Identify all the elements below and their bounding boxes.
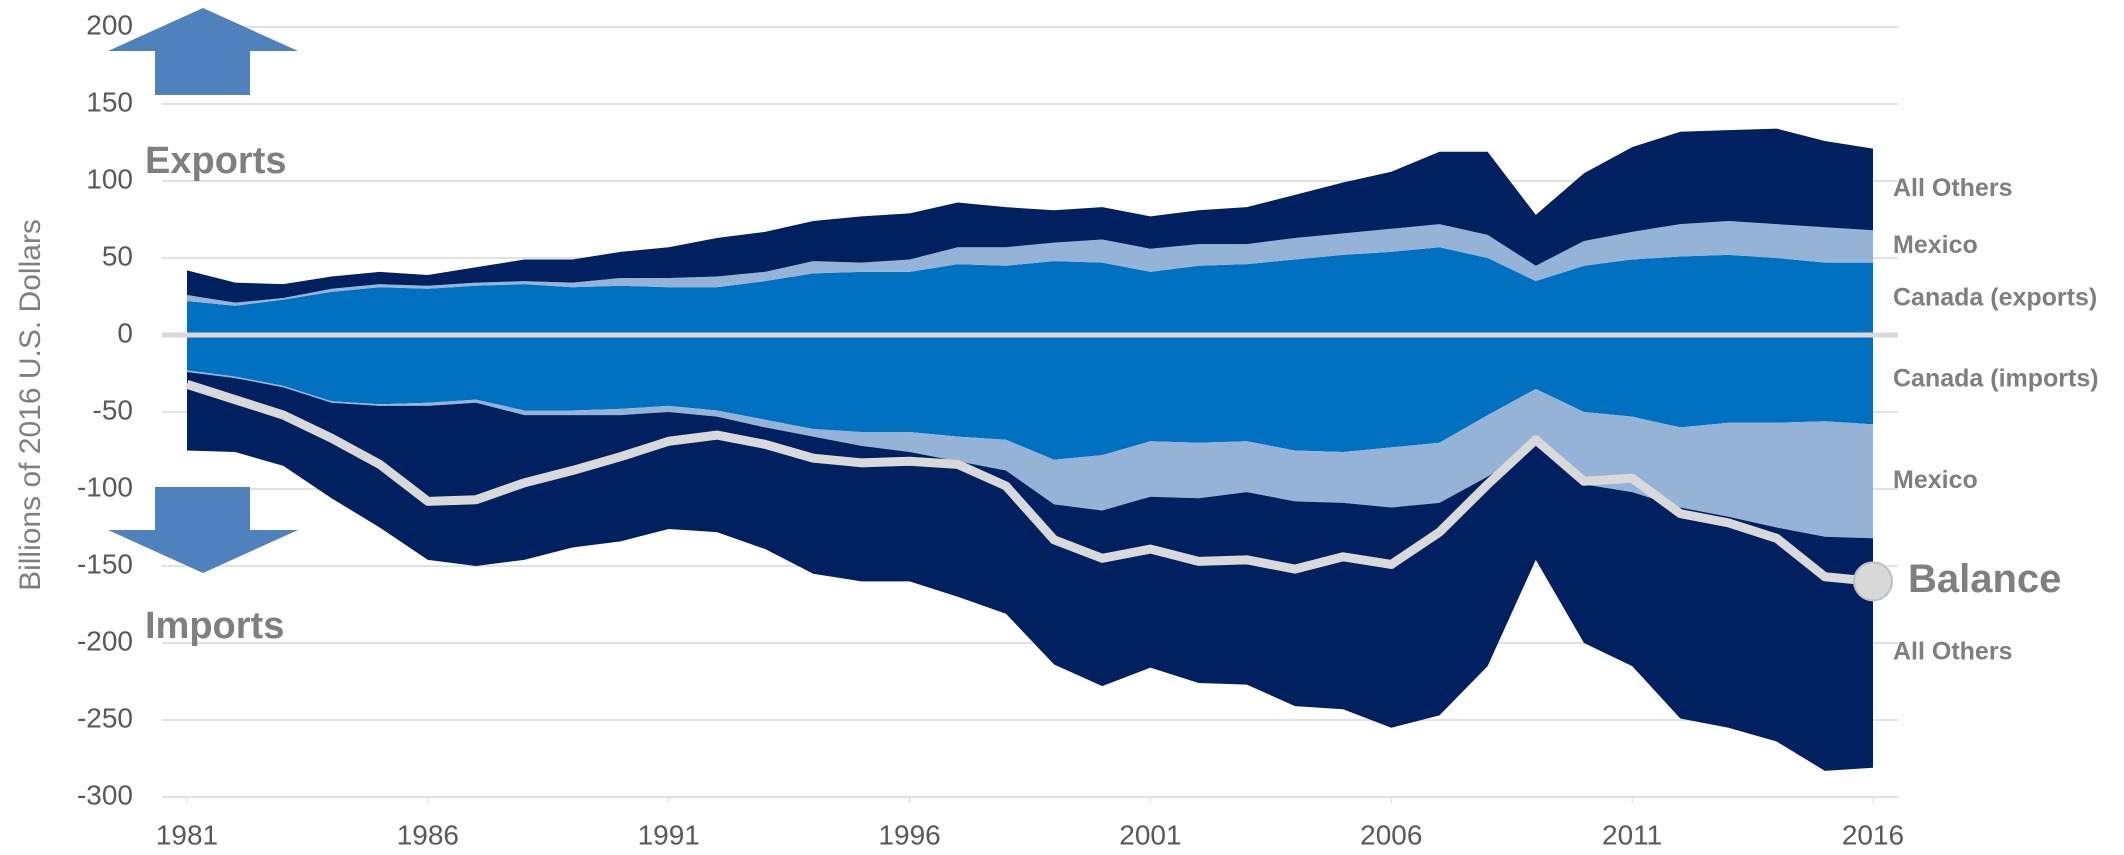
x-tick-label: 2016 [1842,819,1904,850]
line [185,379,1874,586]
x-tick-label: 2001 [1119,819,1181,850]
area [187,370,1873,539]
y-tick-label: 150 [86,86,133,117]
y-tick-label: -100 [77,471,133,502]
y-tick-label: -300 [77,779,133,810]
balance: Balance [185,379,2061,602]
y-axis-title: Billions of 2016 U.S. Dollars [14,219,47,591]
series-label: Canada (exports) [1893,283,2097,311]
area [187,128,1873,303]
y-tick-label: -200 [77,625,133,656]
x-tick-label: 1991 [638,819,700,850]
y-tick-label: 50 [102,240,133,271]
series-label: All Others [1893,638,2012,666]
series-label: Mexico [1893,231,1978,259]
y-tick-label: -250 [77,702,133,733]
area [187,221,1873,306]
exports-label: Exports [145,140,286,182]
area [187,335,1873,460]
y-tick-label: 0 [117,317,133,348]
series-label: All Others [1893,174,2012,202]
y-tick-label: -50 [93,394,133,425]
series-label: Balance [1908,557,2061,601]
y-tick-label: 200 [86,9,133,40]
y-tick-label: 100 [86,163,133,194]
x-tick-label: 1981 [156,819,218,850]
x-tick-label: 1986 [397,819,459,850]
imports-label: Imports [145,605,284,647]
series-label: Canada (imports) [1893,364,2099,392]
export-arrow [108,8,298,95]
end-marker [1853,561,1893,602]
areas [187,128,1873,771]
area [187,247,1873,335]
y-tick-label: -150 [77,548,133,579]
import-arrow [108,487,298,573]
series-label: Mexico [1893,466,1978,494]
x-tick-label: 2006 [1360,819,1422,850]
x-tick-label: 2011 [1602,819,1662,850]
x-tick-label: 1996 [878,819,940,850]
area [187,371,1873,771]
overlay: Canada (exports) Mexico All Others Canada (… [162,174,2099,666]
